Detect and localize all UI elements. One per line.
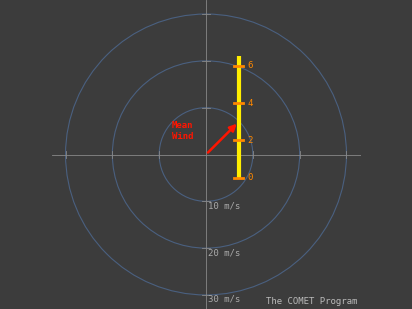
Text: 20 m/s: 20 m/s (208, 248, 241, 257)
Text: 4: 4 (247, 99, 253, 108)
Text: 10 m/s: 10 m/s (208, 201, 241, 210)
Text: 2: 2 (247, 136, 253, 145)
Text: The COMET Program: The COMET Program (266, 297, 357, 306)
Text: 30 m/s: 30 m/s (208, 295, 241, 304)
Text: Mean
Wind: Mean Wind (172, 121, 193, 141)
Text: 6: 6 (247, 61, 253, 70)
Text: 0: 0 (247, 173, 253, 182)
